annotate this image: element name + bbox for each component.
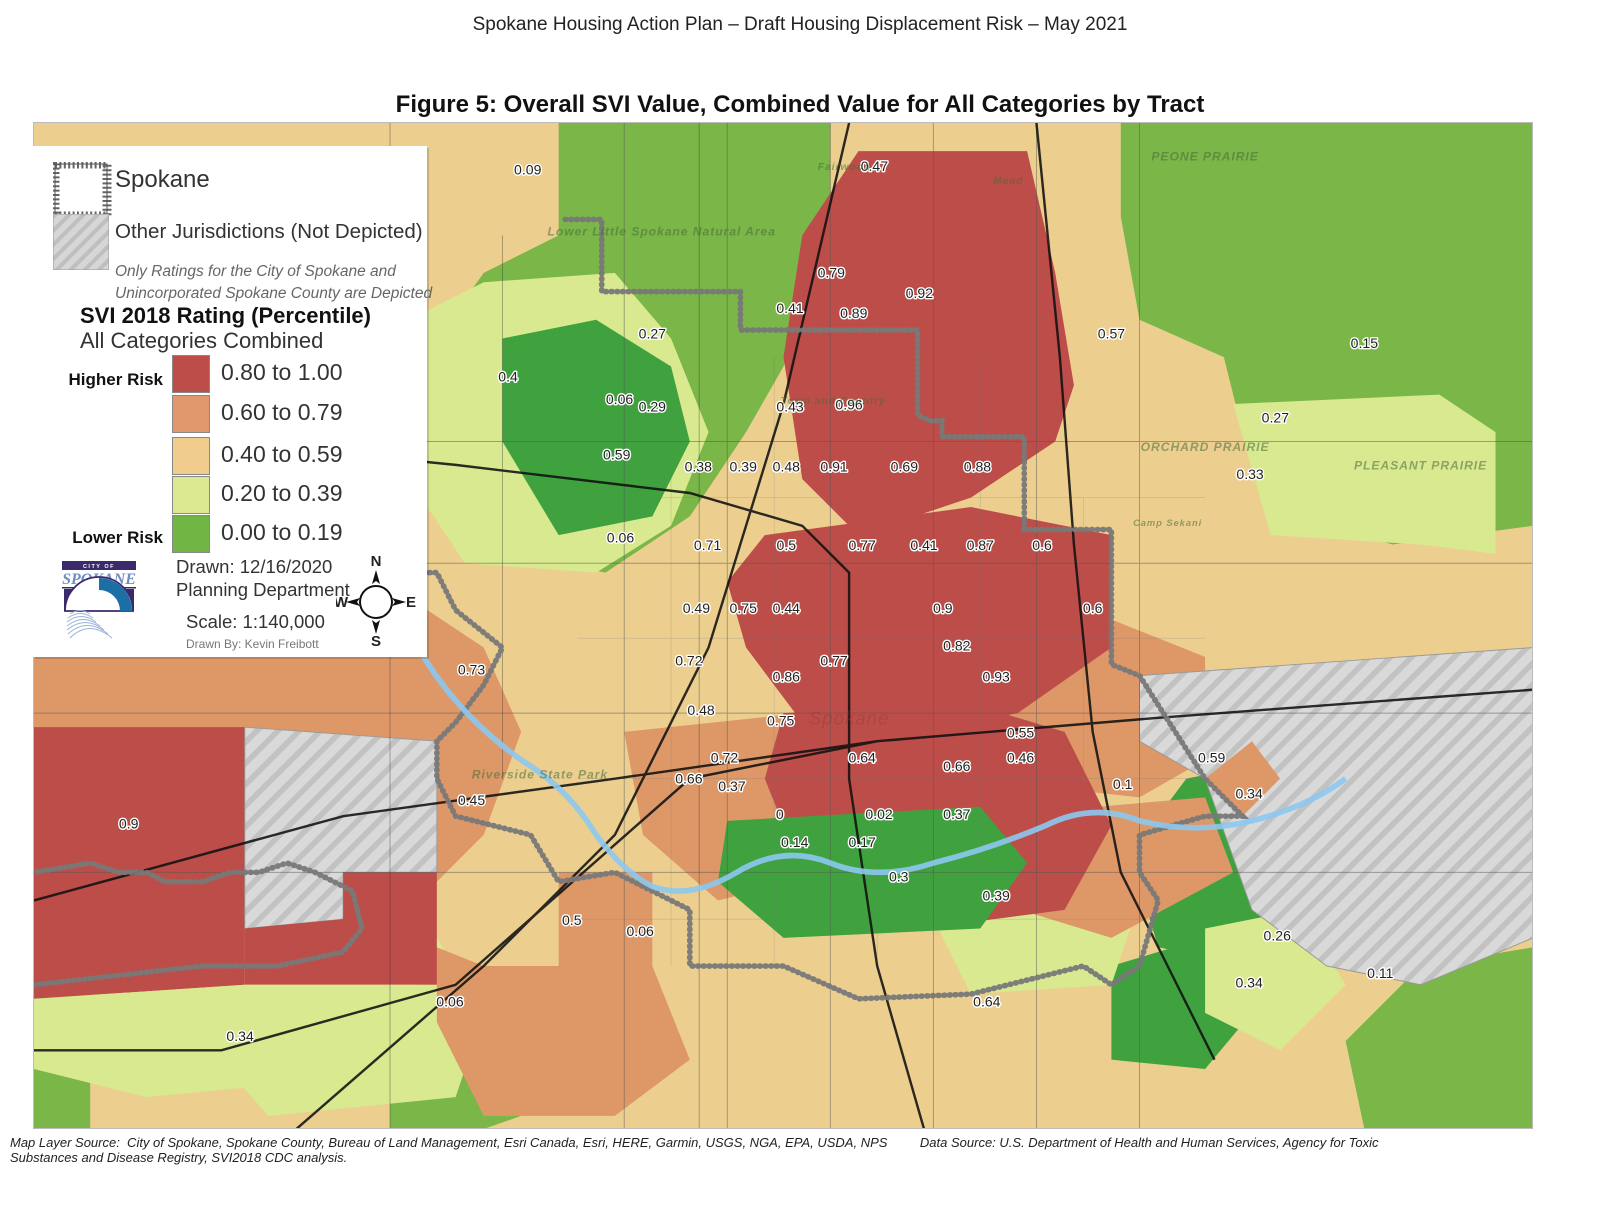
svg-text:0.39: 0.39 <box>982 887 1010 903</box>
svg-text:0.9: 0.9 <box>933 600 953 616</box>
svg-text:0.9: 0.9 <box>119 815 139 831</box>
svg-text:0.72: 0.72 <box>711 750 739 766</box>
svg-text:W: W <box>336 594 349 611</box>
svg-text:0.27: 0.27 <box>1262 410 1290 426</box>
svg-text:0.89: 0.89 <box>840 305 868 321</box>
svg-text:0.64: 0.64 <box>973 993 1001 1009</box>
svg-text:0.82: 0.82 <box>943 637 971 653</box>
svg-text:0.59: 0.59 <box>1198 750 1226 766</box>
svg-text:0.34: 0.34 <box>1235 975 1263 991</box>
svg-text:0.72: 0.72 <box>675 652 703 668</box>
svg-text:0.37: 0.37 <box>718 778 746 794</box>
svg-text:0.33: 0.33 <box>1236 466 1264 482</box>
svg-text:0.6: 0.6 <box>1083 600 1103 616</box>
svg-text:0.06: 0.06 <box>606 391 634 407</box>
svg-text:0.34: 0.34 <box>226 1028 254 1044</box>
svg-text:CITY OF: CITY OF <box>83 564 115 570</box>
svg-text:0.88: 0.88 <box>964 458 992 474</box>
svg-text:0.37: 0.37 <box>943 806 971 822</box>
svg-text:0.38: 0.38 <box>685 458 713 474</box>
svg-text:Camp Sekani: Camp Sekani <box>1133 518 1202 528</box>
svg-text:0.06: 0.06 <box>626 923 654 939</box>
svg-text:0.02: 0.02 <box>865 806 893 822</box>
svg-text:0.77: 0.77 <box>849 537 877 553</box>
svg-text:Spokane: Spokane <box>809 707 889 728</box>
svg-text:0.75: 0.75 <box>730 600 758 616</box>
svg-text:0.49: 0.49 <box>683 600 711 616</box>
svg-text:0.71: 0.71 <box>694 537 722 553</box>
svg-text:0.44: 0.44 <box>773 600 801 616</box>
svg-text:0.79: 0.79 <box>818 265 846 281</box>
svg-text:0.1: 0.1 <box>1113 776 1133 792</box>
svg-text:0.34: 0.34 <box>1235 785 1263 801</box>
svg-text:0: 0 <box>776 806 784 822</box>
svg-text:0.45: 0.45 <box>458 792 486 808</box>
svg-text:0.46: 0.46 <box>1007 750 1035 766</box>
svg-text:0.48: 0.48 <box>687 702 715 718</box>
svg-text:0.09: 0.09 <box>514 162 542 178</box>
svg-text:0.17: 0.17 <box>849 834 877 850</box>
svg-text:0.41: 0.41 <box>910 537 938 553</box>
svg-text:S: S <box>371 633 381 649</box>
svg-text:0.69: 0.69 <box>891 458 919 474</box>
svg-text:0.86: 0.86 <box>773 668 801 684</box>
svg-text:0.66: 0.66 <box>675 770 703 786</box>
svg-text:0.15: 0.15 <box>1351 335 1379 351</box>
svg-text:0.66: 0.66 <box>943 758 971 774</box>
svg-text:0.11: 0.11 <box>1367 965 1393 981</box>
svg-text:ORCHARD PRAIRIE: ORCHARD PRAIRIE <box>1141 440 1270 454</box>
svg-text:0.4: 0.4 <box>498 369 518 385</box>
svg-text:0.26: 0.26 <box>1264 928 1292 944</box>
svg-text:Fairwood: Fairwood <box>818 162 871 173</box>
svg-text:0.92: 0.92 <box>906 285 934 301</box>
svg-text:0.06: 0.06 <box>607 530 635 546</box>
svg-text:0.77: 0.77 <box>820 652 848 668</box>
svg-text:0.5: 0.5 <box>562 912 582 928</box>
svg-text:Lower Little Spokane Natural A: Lower Little Spokane Natural Area <box>547 224 775 238</box>
svg-text:E: E <box>406 594 416 611</box>
svg-text:0.75: 0.75 <box>767 712 795 728</box>
svg-text:0.64: 0.64 <box>849 750 877 766</box>
svg-text:0.93: 0.93 <box>982 668 1010 684</box>
svg-text:0.59: 0.59 <box>603 446 631 462</box>
svg-text:0.55: 0.55 <box>1007 724 1035 740</box>
svg-text:0.06: 0.06 <box>436 993 464 1009</box>
svg-text:Mead: Mead <box>993 176 1023 187</box>
svg-text:0.39: 0.39 <box>730 458 758 474</box>
svg-text:0.91: 0.91 <box>820 458 848 474</box>
svg-text:Riverside State Park: Riverside State Park <box>472 768 609 782</box>
svg-text:0.41: 0.41 <box>776 300 804 316</box>
svg-text:0.29: 0.29 <box>639 399 667 415</box>
svg-text:0.3: 0.3 <box>889 869 909 885</box>
svg-text:PLEASANT PRAIRIE: PLEASANT PRAIRIE <box>1354 459 1487 473</box>
svg-text:Town and Country: Town and Country <box>781 396 886 407</box>
svg-text:0.14: 0.14 <box>781 834 809 850</box>
svg-text:N: N <box>371 554 382 570</box>
svg-text:0.73: 0.73 <box>458 662 486 678</box>
svg-text:0.57: 0.57 <box>1098 325 1126 341</box>
svg-text:0.48: 0.48 <box>773 458 801 474</box>
svg-text:0.6: 0.6 <box>1032 537 1052 553</box>
svg-text:0.87: 0.87 <box>967 537 995 553</box>
svg-text:0.27: 0.27 <box>639 325 667 341</box>
svg-text:0.5: 0.5 <box>777 537 797 553</box>
svg-text:PEONE PRAIRIE: PEONE PRAIRIE <box>1151 149 1258 163</box>
